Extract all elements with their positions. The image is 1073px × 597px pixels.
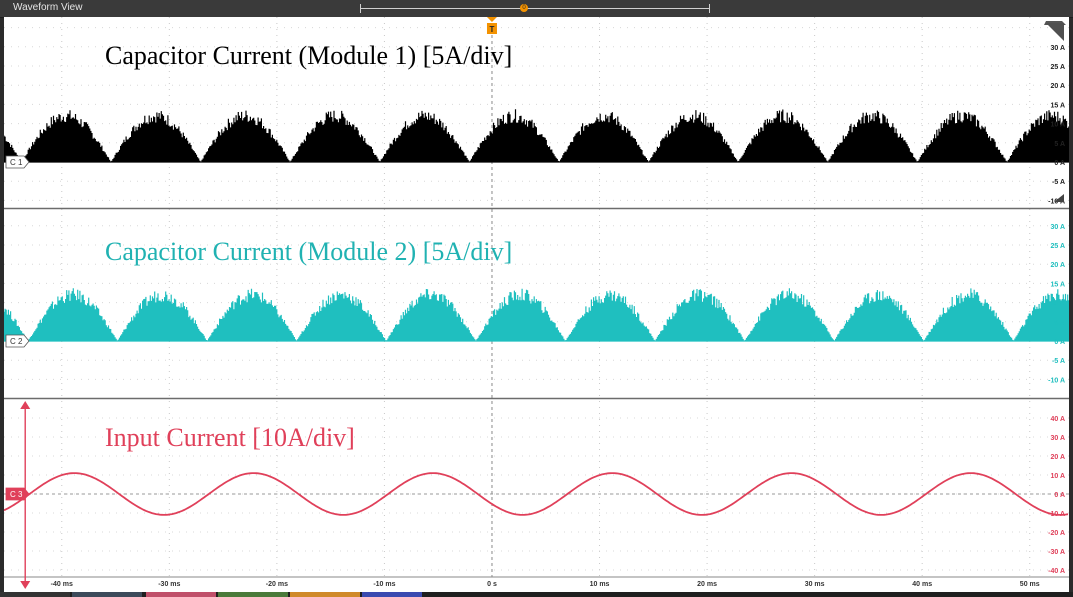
badge-label: C 1 xyxy=(10,158,23,167)
panel-title-c2: Capacitor Current (Module 2) [5A/div] xyxy=(105,237,512,266)
scale-label: 30 A xyxy=(1050,435,1065,442)
scale-label: 20 A xyxy=(1050,454,1065,461)
time-tick-label: 0 s xyxy=(487,581,497,588)
waveform-display[interactable]: 30 A 25 A 20 A 15 A 10 A 5 A 0 A -5 A -10 A 30 A 2… xyxy=(4,17,1069,592)
channel-badges[interactable]: C 1 C 2 C 3 xyxy=(5,21,1066,501)
trigger-marker[interactable]: T xyxy=(486,17,497,34)
window-title: Waveform View xyxy=(13,2,83,13)
scale-labels: 30 A 25 A 20 A 15 A 10 A 5 A 0 A -5 A -10 A 30 A 2… xyxy=(1048,45,1065,575)
graticule xyxy=(4,17,1069,577)
time-tick-label: 20 ms xyxy=(697,581,717,588)
panel-separators xyxy=(4,207,1069,592)
scale-label: 20 A xyxy=(1050,83,1065,90)
scale-label: 15 A xyxy=(1050,102,1065,109)
title-bar: Waveform View 0 xyxy=(0,0,1073,18)
time-axis-strip xyxy=(4,577,1069,592)
scale-label: -10 A xyxy=(1048,377,1065,384)
trigger-box xyxy=(486,23,497,34)
panel-title-c1: Capacitor Current (Module 1) [5A/div] xyxy=(105,41,512,70)
scale-label: 25 A xyxy=(1050,64,1065,71)
scale-label: 0 A xyxy=(1054,339,1065,346)
channel-badge-c3[interactable]: C 3 xyxy=(5,487,30,501)
scale-label: -20 A xyxy=(1048,530,1065,537)
scale-label: 10 A xyxy=(1050,473,1065,480)
scale-label: 30 A xyxy=(1050,45,1065,52)
scale-label: 10 A xyxy=(1050,301,1065,308)
scale-label: 10 A xyxy=(1050,122,1065,129)
scale-label: 5 A xyxy=(1054,320,1065,327)
waveforms xyxy=(4,109,1069,516)
trigger-label: T xyxy=(490,25,495,34)
c2-waveform xyxy=(4,288,1069,341)
trigger-position-marker[interactable]: 0 xyxy=(520,4,528,12)
badge-shape xyxy=(5,155,30,169)
panel-title-c3: Input Current [10A/div] xyxy=(105,423,355,452)
c1-waveform xyxy=(4,109,1069,162)
scale-label: -40 A xyxy=(1048,568,1065,575)
scale-label: 0 A xyxy=(1054,492,1065,499)
badge-label: C 3 xyxy=(10,490,23,499)
panel-corner-marker xyxy=(1054,194,1064,202)
time-tick-label: -10 ms xyxy=(373,581,395,588)
scale-label: -5 A xyxy=(1052,358,1065,365)
cursor-bottom-arrow xyxy=(20,581,31,589)
badge-shape xyxy=(5,334,30,348)
time-tick-label: 10 ms xyxy=(590,581,610,588)
scale-label: -30 A xyxy=(1048,549,1065,556)
waveform-plot[interactable]: 30 A 25 A 20 A 15 A 10 A 5 A 0 A -5 A -10 A 30 A 2… xyxy=(4,17,1069,592)
time-tick-label: -20 ms xyxy=(266,581,288,588)
record-view-bar[interactable]: 0 xyxy=(360,4,710,13)
panel-titles: Capacitor Current (Module 1) [5A/div] Cap… xyxy=(105,41,512,452)
channel-badge-c2[interactable]: C 2 xyxy=(5,334,30,348)
scale-label: 20 A xyxy=(1050,262,1065,269)
scale-label: 0 A xyxy=(1054,160,1065,167)
cursor-top-arrow xyxy=(20,401,31,409)
badge-label: C 2 xyxy=(10,337,23,346)
time-tick-label: 40 ms xyxy=(912,581,932,588)
vertical-cursor[interactable] xyxy=(20,401,31,589)
time-tick-label: 30 ms xyxy=(805,581,825,588)
scale-label: 5 A xyxy=(1054,141,1065,148)
time-tick-label: -30 ms xyxy=(158,581,180,588)
channel-badge-c1[interactable]: C 1 xyxy=(5,155,30,169)
badge-shape xyxy=(5,487,30,501)
scale-label: 25 A xyxy=(1050,243,1065,250)
scale-label: 30 A xyxy=(1050,224,1065,231)
scale-label: 40 A xyxy=(1050,416,1065,423)
scale-label: -10 A xyxy=(1048,511,1065,518)
time-tick-label: -40 ms xyxy=(51,581,73,588)
taskbar xyxy=(0,592,1073,597)
time-tick-label: 50 ms xyxy=(1020,581,1040,588)
scale-label: -5 A xyxy=(1052,179,1065,186)
trigger-arrow xyxy=(486,17,497,22)
time-axis: -40 ms -30 ms -20 ms -10 ms 0 s 10 ms 20 ms 30 … xyxy=(51,581,1040,588)
c3-waveform xyxy=(4,472,1069,516)
scale-label: 15 A xyxy=(1050,281,1065,288)
panel-corner-marker xyxy=(1046,23,1064,41)
